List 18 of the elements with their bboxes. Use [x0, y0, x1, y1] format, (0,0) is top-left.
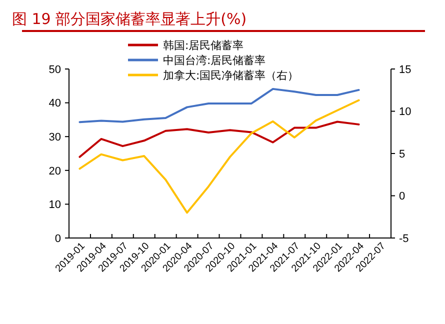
legend-label: 加拿大:国民净储蓄率（右）: [163, 68, 299, 82]
y-tick-label: 30: [48, 131, 61, 144]
legend-label: 韩国:居民储蓄率: [163, 38, 244, 52]
y-tick-label: 50: [48, 64, 61, 76]
line-series: [78, 120, 360, 158]
chart-title: 图 19 部分国家储蓄率显著上升(%): [12, 10, 247, 28]
y2-tick-label: 0: [399, 190, 406, 203]
line-series: [78, 99, 360, 214]
y-tick-label: 0: [54, 232, 61, 245]
legend-label: 中国台湾:居民储蓄率: [163, 54, 266, 67]
y2-tick-label: -5: [399, 232, 409, 245]
y2-tick-label: 5: [399, 148, 406, 160]
line-series: [78, 88, 360, 124]
y-tick-label: 40: [48, 98, 61, 110]
y2-tick-label: 15: [399, 64, 412, 76]
y2-tick-label: 10: [399, 106, 412, 118]
y-tick-label: 20: [48, 165, 61, 178]
y-tick-label: 10: [48, 199, 61, 212]
